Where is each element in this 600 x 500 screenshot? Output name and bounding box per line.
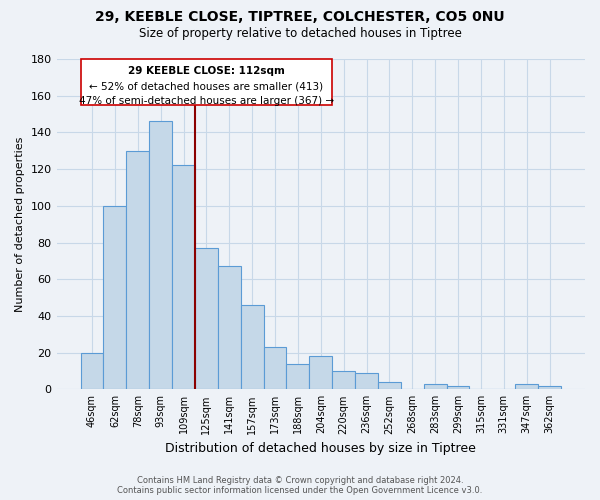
Bar xyxy=(310,356,332,390)
Text: Contains HM Land Registry data © Crown copyright and database right 2024.: Contains HM Land Registry data © Crown c… xyxy=(137,476,463,485)
Bar xyxy=(263,347,286,390)
Y-axis label: Number of detached properties: Number of detached properties xyxy=(15,136,25,312)
Bar xyxy=(332,371,355,390)
Text: 47% of semi-detached houses are larger (367) →: 47% of semi-detached houses are larger (… xyxy=(79,96,334,106)
Bar xyxy=(241,305,263,390)
Bar xyxy=(355,373,378,390)
Bar xyxy=(538,386,561,390)
Text: Size of property relative to detached houses in Tiptree: Size of property relative to detached ho… xyxy=(139,28,461,40)
FancyBboxPatch shape xyxy=(80,59,332,105)
Text: ← 52% of detached houses are smaller (413): ← 52% of detached houses are smaller (41… xyxy=(89,81,323,91)
Bar xyxy=(424,384,446,390)
Bar xyxy=(446,386,469,390)
Text: 29 KEEBLE CLOSE: 112sqm: 29 KEEBLE CLOSE: 112sqm xyxy=(128,66,285,76)
Bar xyxy=(149,122,172,390)
Bar xyxy=(80,352,103,390)
Bar xyxy=(218,266,241,390)
Bar xyxy=(378,382,401,390)
X-axis label: Distribution of detached houses by size in Tiptree: Distribution of detached houses by size … xyxy=(166,442,476,455)
Text: 29, KEEBLE CLOSE, TIPTREE, COLCHESTER, CO5 0NU: 29, KEEBLE CLOSE, TIPTREE, COLCHESTER, C… xyxy=(95,10,505,24)
Bar xyxy=(195,248,218,390)
Bar xyxy=(103,206,127,390)
Bar xyxy=(127,151,149,390)
Bar xyxy=(286,364,310,390)
Bar xyxy=(515,384,538,390)
Bar xyxy=(172,166,195,390)
Text: Contains public sector information licensed under the Open Government Licence v3: Contains public sector information licen… xyxy=(118,486,482,495)
